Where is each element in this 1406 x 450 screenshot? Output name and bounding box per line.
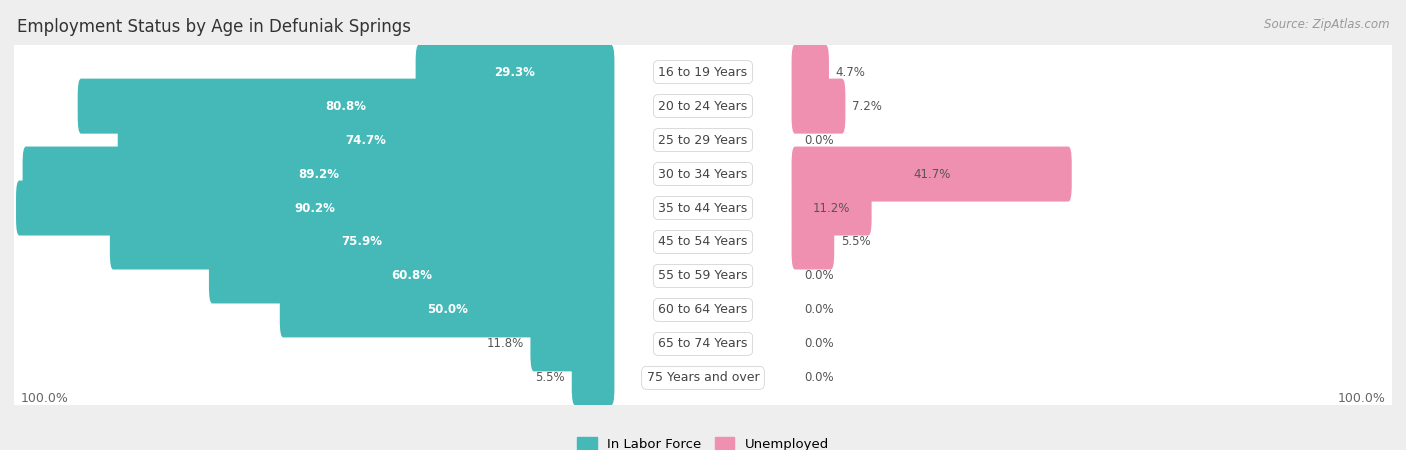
Text: 35 to 44 Years: 35 to 44 Years [658,202,748,215]
Text: 55 to 59 Years: 55 to 59 Years [658,270,748,283]
FancyBboxPatch shape [15,180,614,235]
Text: 0.0%: 0.0% [804,371,834,384]
Text: 74.7%: 74.7% [346,134,387,147]
FancyBboxPatch shape [11,7,1395,137]
Text: 29.3%: 29.3% [495,66,536,79]
Text: 65 to 74 Years: 65 to 74 Years [658,338,748,351]
Text: 20 to 24 Years: 20 to 24 Years [658,99,748,112]
Text: 90.2%: 90.2% [295,202,336,215]
FancyBboxPatch shape [792,215,834,270]
Text: 11.2%: 11.2% [813,202,851,215]
Text: 100.0%: 100.0% [1337,392,1385,405]
FancyBboxPatch shape [11,211,1395,341]
Text: 89.2%: 89.2% [298,167,339,180]
Text: 5.5%: 5.5% [536,371,565,384]
Legend: In Labor Force, Unemployed: In Labor Force, Unemployed [571,432,835,450]
FancyBboxPatch shape [416,45,614,100]
FancyBboxPatch shape [11,313,1395,443]
FancyBboxPatch shape [530,316,614,371]
Text: 100.0%: 100.0% [21,392,69,405]
FancyBboxPatch shape [11,279,1395,409]
FancyBboxPatch shape [77,79,614,134]
Text: 0.0%: 0.0% [804,270,834,283]
Text: 45 to 54 Years: 45 to 54 Years [658,235,748,248]
Text: 16 to 19 Years: 16 to 19 Years [658,66,748,79]
Text: Source: ZipAtlas.com: Source: ZipAtlas.com [1264,18,1389,31]
Text: 0.0%: 0.0% [804,303,834,316]
FancyBboxPatch shape [11,177,1395,307]
FancyBboxPatch shape [792,180,872,235]
FancyBboxPatch shape [110,215,614,270]
Text: 60 to 64 Years: 60 to 64 Years [658,303,748,316]
Text: 75.9%: 75.9% [342,235,382,248]
Text: 25 to 29 Years: 25 to 29 Years [658,134,748,147]
Text: 75 Years and over: 75 Years and over [647,371,759,384]
Text: 30 to 34 Years: 30 to 34 Years [658,167,748,180]
Text: 11.8%: 11.8% [486,338,524,351]
Text: 80.8%: 80.8% [326,99,367,112]
FancyBboxPatch shape [22,147,614,202]
Text: Employment Status by Age in Defuniak Springs: Employment Status by Age in Defuniak Spr… [17,18,411,36]
FancyBboxPatch shape [209,248,614,303]
FancyBboxPatch shape [280,283,614,338]
Text: 50.0%: 50.0% [426,303,468,316]
Text: 0.0%: 0.0% [804,338,834,351]
FancyBboxPatch shape [792,147,1071,202]
FancyBboxPatch shape [572,350,614,405]
Text: 4.7%: 4.7% [835,66,866,79]
Text: 41.7%: 41.7% [912,167,950,180]
FancyBboxPatch shape [11,143,1395,273]
Text: 5.5%: 5.5% [841,235,870,248]
FancyBboxPatch shape [792,45,830,100]
Text: 60.8%: 60.8% [391,270,432,283]
FancyBboxPatch shape [11,245,1395,375]
Text: 0.0%: 0.0% [804,134,834,147]
Text: 7.2%: 7.2% [852,99,882,112]
FancyBboxPatch shape [11,109,1395,239]
FancyBboxPatch shape [118,112,614,167]
FancyBboxPatch shape [11,41,1395,171]
FancyBboxPatch shape [11,75,1395,205]
FancyBboxPatch shape [792,79,845,134]
